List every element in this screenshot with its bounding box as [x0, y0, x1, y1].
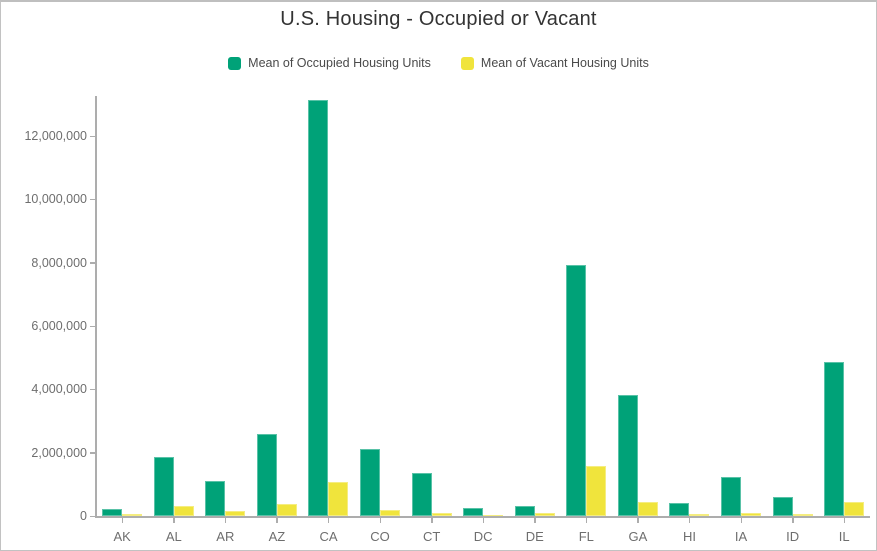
- y-axis-tick-label: 4,000,000: [31, 382, 87, 397]
- vacant-bar-IL[interactable]: [844, 501, 865, 516]
- occupied-bar-GA[interactable]: [617, 395, 638, 516]
- vacant-series-swatch-icon: [460, 56, 474, 70]
- x-axis-tick: [224, 517, 227, 523]
- x-axis-tick: [431, 517, 433, 523]
- occupied-bar-DC[interactable]: [463, 507, 484, 516]
- vacant-bar-AZ[interactable]: [276, 504, 297, 516]
- y-axis-tick: [90, 262, 95, 264]
- vacant-bar-AR[interactable]: [225, 511, 246, 516]
- vacant-bar-CA[interactable]: [328, 482, 349, 516]
- occupied-bar-DE[interactable]: [514, 505, 535, 516]
- occupied-bar-AR[interactable]: [205, 480, 226, 516]
- chart-title: U.S. Housing - Occupied or Vacant: [280, 8, 597, 30]
- x-axis-tick: [585, 517, 588, 523]
- vacant-bar-DE[interactable]: [534, 513, 555, 516]
- vacant-bar-FL[interactable]: [586, 465, 607, 516]
- occupied-bar-IA[interactable]: [721, 477, 742, 516]
- vacant-bar-IA[interactable]: [741, 512, 762, 516]
- occupied-bar-AL[interactable]: [153, 457, 174, 516]
- x-axis-tick: [276, 517, 278, 523]
- x-axis-category-label: FL: [578, 529, 594, 544]
- y-axis-line: [95, 96, 97, 517]
- occupied-bar-IL[interactable]: [824, 361, 845, 516]
- x-axis-category-label: GA: [628, 529, 648, 544]
- x-axis-tick: [534, 517, 536, 523]
- x-axis-category-label: AK: [113, 529, 131, 544]
- vacant-bar-DC[interactable]: [483, 514, 504, 516]
- x-axis-tick: [482, 517, 485, 523]
- y-axis-tick-label: 2,000,000: [31, 445, 87, 460]
- y-axis-tick: [90, 198, 95, 201]
- occupied-bar-AZ[interactable]: [256, 433, 277, 516]
- x-axis-tick: [121, 517, 124, 523]
- x-axis-category-label: HI: [682, 529, 696, 544]
- vacant-bar-HI[interactable]: [689, 514, 710, 516]
- y-axis-tick-label: 10,000,000: [24, 192, 87, 207]
- x-axis-category-label: ID: [786, 529, 800, 544]
- occupied-bar-ID[interactable]: [772, 496, 793, 516]
- legend-item-vacant: Mean of Vacant Housing Units: [460, 56, 649, 70]
- x-axis-tick: [688, 517, 691, 523]
- x-axis-tick: [379, 517, 382, 523]
- occupied-bar-HI[interactable]: [669, 502, 690, 516]
- x-axis-category-label: AR: [216, 529, 235, 544]
- legend-label-occupied: Mean of Occupied Housing Units: [248, 56, 431, 70]
- legend: Mean of Occupied Housing Units Mean of V…: [1, 56, 876, 70]
- y-axis-tick-label: 8,000,000: [31, 255, 87, 270]
- x-axis-category-label: CA: [319, 529, 338, 544]
- y-axis-tick: [90, 135, 95, 138]
- x-axis-line: [95, 516, 870, 518]
- occupied-series-swatch-icon: [228, 56, 242, 70]
- y-axis-tick-label: 0: [80, 509, 87, 523]
- occupied-bar-FL[interactable]: [566, 265, 587, 516]
- y-axis-tick: [90, 452, 95, 454]
- vacant-bar-GA[interactable]: [637, 501, 658, 516]
- vacant-bar-CT[interactable]: [431, 513, 452, 516]
- y-axis-tick: [90, 515, 95, 517]
- x-axis-tick: [740, 517, 743, 523]
- x-axis-tick: [792, 517, 794, 523]
- x-axis-tick: [843, 517, 846, 523]
- x-axis-category-label: DC: [473, 529, 493, 544]
- legend-item-occupied: Mean of Occupied Housing Units: [228, 56, 431, 70]
- x-axis-category-label: CO: [370, 529, 390, 544]
- x-axis-tick: [173, 517, 175, 523]
- vacant-bar-CO[interactable]: [380, 510, 401, 516]
- x-axis-category-label: IA: [734, 529, 748, 544]
- y-axis-tick-label: 6,000,000: [31, 319, 87, 333]
- legend-label-vacant: Mean of Vacant Housing Units: [480, 56, 649, 70]
- x-axis-category-label: AZ: [268, 529, 286, 544]
- vacant-bar-ID[interactable]: [792, 513, 813, 516]
- occupied-bar-CO[interactable]: [360, 449, 381, 516]
- x-axis-tick: [637, 517, 639, 523]
- y-axis-tick: [90, 325, 95, 327]
- vacant-bar-AK[interactable]: [122, 514, 143, 516]
- occupied-bar-CA[interactable]: [308, 99, 329, 516]
- vacant-bar-AL[interactable]: [173, 505, 194, 516]
- x-axis-category-label: DE: [525, 529, 544, 544]
- x-axis-category-label: CT: [422, 529, 441, 544]
- x-axis-category-label: AL: [165, 529, 182, 544]
- occupied-bar-CT[interactable]: [411, 473, 432, 516]
- x-axis-category-label: IL: [838, 529, 850, 544]
- x-axis-tick: [327, 517, 330, 523]
- y-axis-tick: [90, 388, 95, 391]
- occupied-bar-AK[interactable]: [102, 509, 123, 516]
- y-axis-tick-label: 12,000,000: [24, 129, 87, 144]
